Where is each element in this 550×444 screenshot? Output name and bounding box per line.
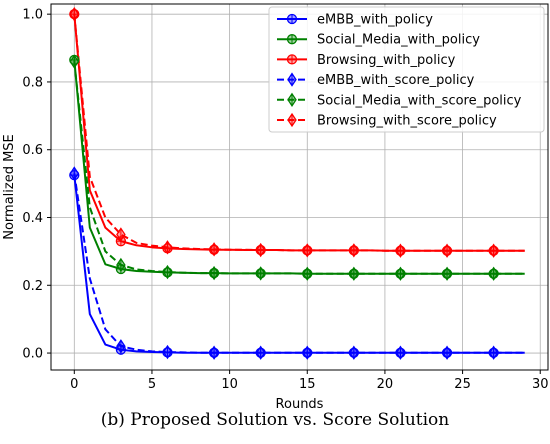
x-tick-label: 0 xyxy=(70,377,78,392)
legend-marker xyxy=(286,34,298,45)
plot-frame xyxy=(50,3,549,371)
legend-label: Browsing_with_score_policy xyxy=(317,114,497,129)
series-line-4 xyxy=(73,173,525,354)
data-point xyxy=(116,339,126,354)
y-tick-label: 0.8 xyxy=(22,75,43,90)
y-axis-label: Normalized MSE xyxy=(2,134,17,240)
data-point xyxy=(349,266,359,281)
data-point xyxy=(488,266,499,281)
data-point xyxy=(442,266,452,281)
data-point xyxy=(162,344,173,360)
data-point xyxy=(209,265,219,281)
data-point xyxy=(116,227,126,242)
y-tick-label: 0.4 xyxy=(22,211,43,226)
data-point xyxy=(302,266,313,281)
data-point xyxy=(349,345,359,360)
legend-marker xyxy=(287,112,297,128)
data-point xyxy=(302,243,313,258)
data-point xyxy=(442,243,452,258)
data-point xyxy=(395,243,406,258)
data-point xyxy=(209,345,219,360)
legend-label: eMBB_with_policy xyxy=(317,13,433,28)
data-point xyxy=(395,345,406,360)
y-tick-label: 0.0 xyxy=(22,347,43,362)
x-tick-label: 15 xyxy=(299,377,316,392)
data-point xyxy=(162,240,173,255)
data-point xyxy=(302,345,313,360)
data-point xyxy=(69,166,80,181)
legend: eMBB_with_policy Social_Media_with_policy… xyxy=(268,6,545,133)
data-point xyxy=(69,6,80,22)
x-tick-label: 5 xyxy=(148,377,156,392)
figure-caption: (b) Proposed Solution vs. Score Solution xyxy=(100,410,450,430)
data-point xyxy=(255,345,266,360)
data-point xyxy=(209,242,219,257)
series-line-1 xyxy=(73,175,525,354)
legend-box xyxy=(268,6,545,133)
legend-label: Browsing_with_policy xyxy=(317,53,456,68)
legend-label: Social_Media_with_policy xyxy=(317,33,480,48)
legend-marker xyxy=(287,92,297,107)
data-point xyxy=(255,266,266,281)
data-point xyxy=(395,266,406,281)
legend-label: eMBB_with_score_policy xyxy=(317,73,475,88)
legend-marker xyxy=(286,13,298,25)
data-point xyxy=(349,243,359,258)
x-tick-label: 25 xyxy=(454,377,471,392)
data-point xyxy=(442,345,452,360)
x-axis-label: Rounds xyxy=(276,397,324,412)
series-line-5 xyxy=(73,61,525,275)
data-point xyxy=(255,242,266,258)
y-tick-label: 0.6 xyxy=(22,143,43,158)
plot-area xyxy=(69,6,525,360)
x-tick-label: 20 xyxy=(377,377,394,392)
data-point xyxy=(69,54,80,69)
data-point xyxy=(162,264,173,280)
legend-marker xyxy=(286,54,298,65)
x-tick-label: 10 xyxy=(221,377,238,392)
data-point xyxy=(488,345,499,360)
legend-label: Social_Media_with_score_policy xyxy=(317,93,522,108)
data-point xyxy=(116,257,126,273)
x-tick-label: 30 xyxy=(532,377,549,392)
y-tick-label: 0.2 xyxy=(22,279,43,294)
legend-marker xyxy=(287,72,297,87)
data-point xyxy=(488,243,499,258)
y-tick-label: 1.0 xyxy=(22,8,43,23)
